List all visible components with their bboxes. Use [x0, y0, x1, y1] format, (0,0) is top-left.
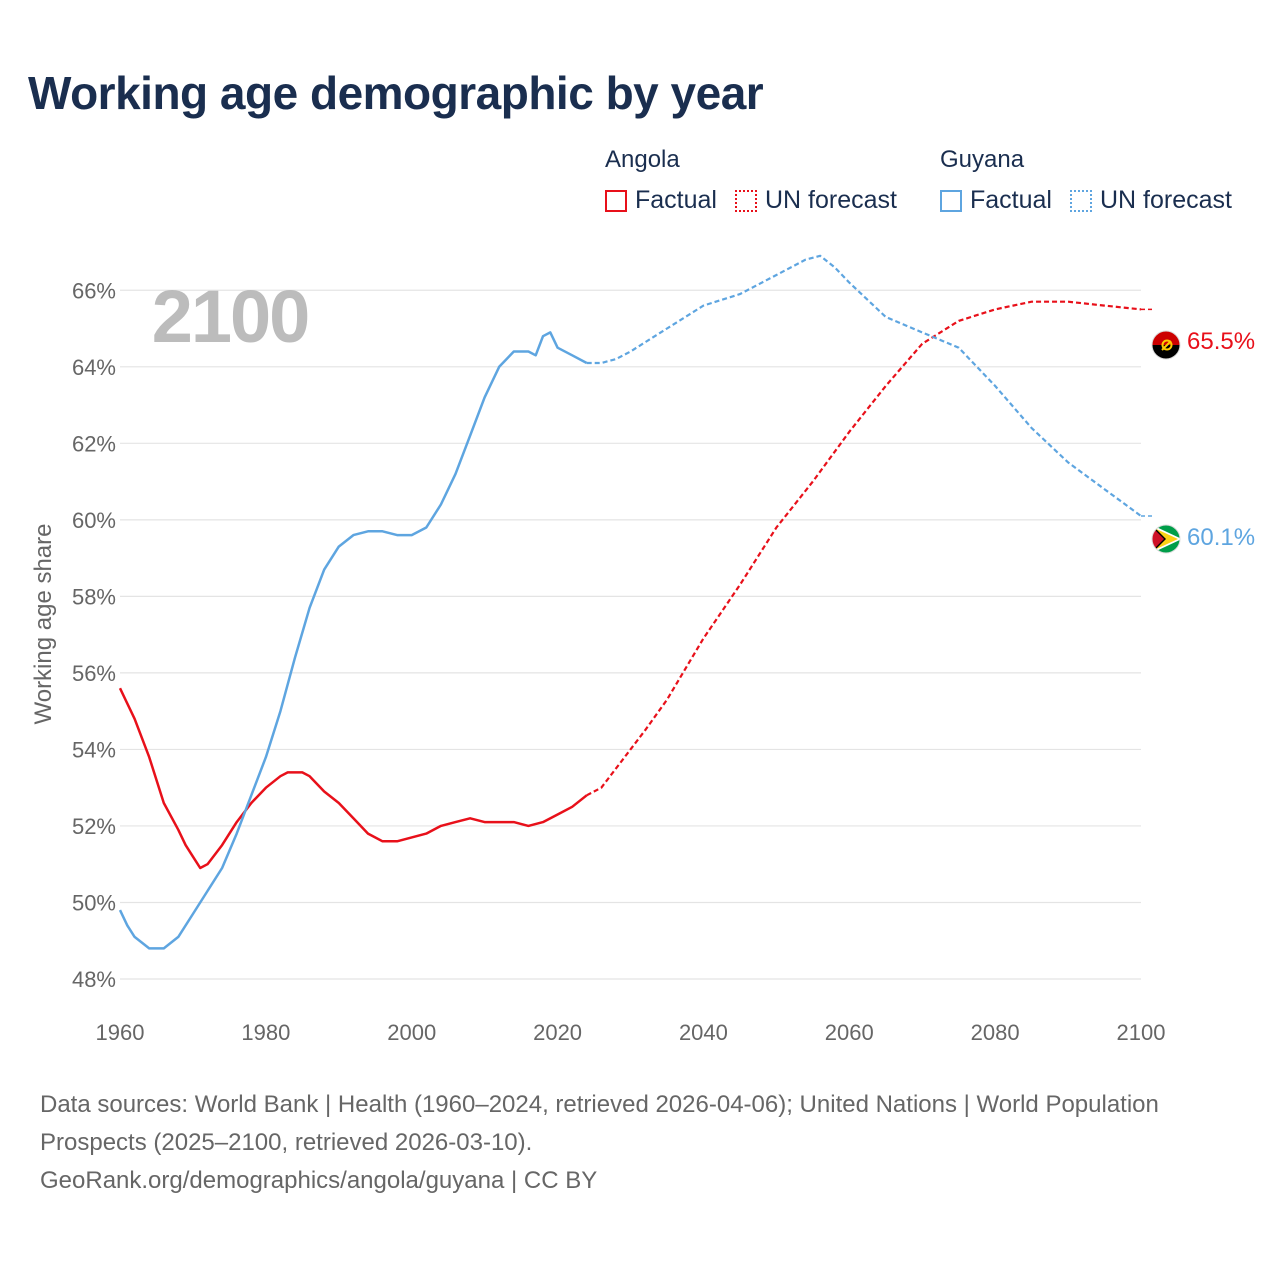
legend-group-guyana: Guyana Factual UN forecast — [940, 144, 1232, 215]
y-tick-label: 48% — [72, 967, 116, 992]
legend-group-angola: Angola Factual UN forecast — [605, 144, 897, 215]
guyana-flag-icon — [1151, 524, 1181, 554]
legend-item-guyana-factual[interactable]: Factual — [940, 186, 1052, 215]
x-tick-label: 2080 — [971, 1020, 1020, 1045]
x-tick-label: 2020 — [533, 1020, 582, 1045]
angola-end-label: 65.5% — [1187, 328, 1255, 355]
x-axis-ticks: 1960 1980 2000 2020 2040 2060 2080 2100 — [96, 1020, 1166, 1045]
y-axis-label: Working age share — [30, 524, 57, 725]
legend-swatch-guyana-factual — [940, 189, 962, 212]
y-tick-label: 56% — [72, 661, 116, 686]
guyana-forecast-line — [586, 254, 1142, 517]
angola-factual-line — [118, 687, 588, 870]
legend-country-guyana: Guyana — [940, 146, 1025, 173]
guyana-end-label: 60.1% — [1187, 524, 1255, 551]
legend-swatch-guyana-forecast — [1069, 189, 1092, 212]
y-axis-ticks: 48% 50% 52% 54% 56% 58% 60% 62% 64% 66% — [72, 278, 116, 992]
y-tick-label: 66% — [72, 278, 116, 303]
legend-country-angola: Angola — [605, 146, 680, 173]
year-indicator: 2100 — [152, 275, 309, 358]
series-lines — [118, 254, 1152, 950]
attribution-text: GeoRank.org/demographics/angola/guyana |… — [40, 1167, 598, 1194]
x-tick-label: 1980 — [241, 1020, 290, 1045]
x-tick-label: 2100 — [1117, 1020, 1166, 1045]
legend-swatch-angola-factual — [605, 189, 627, 212]
y-tick-label: 60% — [72, 508, 116, 533]
x-tick-label: 2000 — [387, 1020, 436, 1045]
legend-item-angola-forecast[interactable]: UN forecast — [734, 186, 897, 215]
legend-label-angola-forecast: UN forecast — [764, 186, 897, 214]
x-tick-label: 1960 — [96, 1020, 145, 1045]
legend-label-guyana-factual: Factual — [970, 186, 1052, 214]
legend-label-angola-factual: Factual — [635, 186, 717, 214]
x-tick-label: 2040 — [679, 1020, 728, 1045]
guyana-factual-line — [118, 331, 588, 950]
y-tick-label: 52% — [72, 814, 116, 839]
angola-forecast-line — [586, 300, 1142, 797]
legend-swatch-angola-forecast — [734, 189, 757, 212]
footer: Data sources: World Bank | Health (1960–… — [40, 1086, 1160, 1200]
data-sources-text: Data sources: World Bank | Health (1960–… — [40, 1091, 1159, 1156]
legend-item-angola-factual[interactable]: Factual — [605, 186, 717, 215]
gridlines — [120, 289, 1141, 980]
y-tick-label: 62% — [72, 431, 116, 456]
x-tick-label: 2060 — [825, 1020, 874, 1045]
y-tick-label: 50% — [72, 890, 116, 915]
y-tick-label: 58% — [72, 584, 116, 609]
legend-label-guyana-forecast: UN forecast — [1099, 186, 1232, 214]
y-tick-label: 54% — [72, 737, 116, 762]
chart-title: Working age demographic by year — [28, 67, 764, 119]
legend-item-guyana-forecast[interactable]: UN forecast — [1069, 186, 1232, 215]
line-chart: 48% 50% 52% 54% 56% 58% 60% 62% 64% 66% 1960 1980 2… — [30, 254, 1255, 1045]
angola-flag-icon — [1151, 330, 1181, 360]
y-tick-label: 64% — [72, 355, 116, 380]
